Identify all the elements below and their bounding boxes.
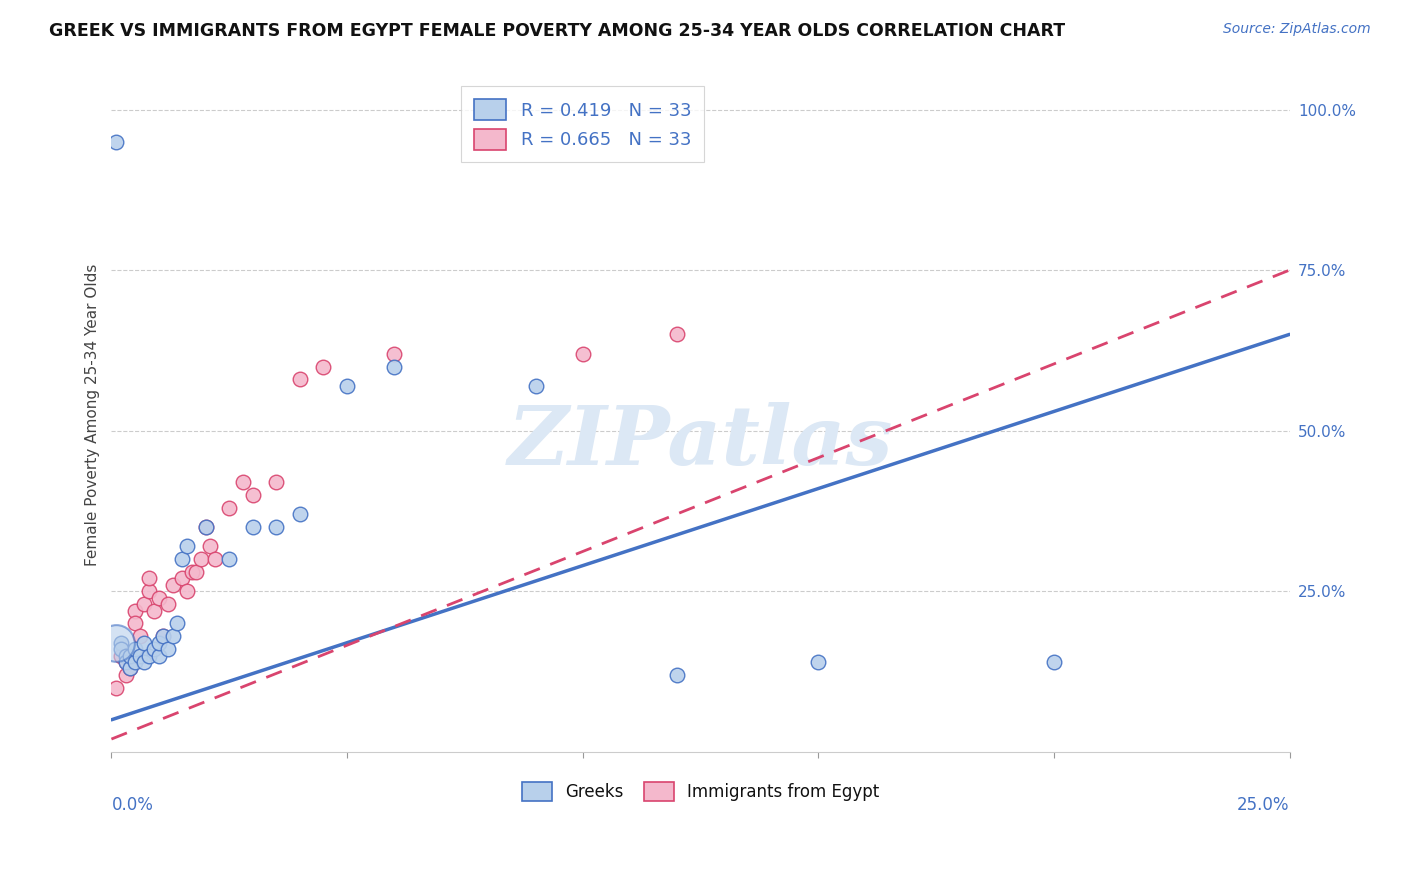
Point (218, 500, 240, 515)
Point (110, 636, 132, 650)
Point (665, 327, 688, 342)
Point (105, 636, 128, 650)
Point (190, 552, 212, 566)
Point (382, 346, 405, 360)
Point (148, 636, 170, 650)
Point (204, 552, 226, 566)
Point (134, 597, 156, 611)
Point (148, 591, 170, 605)
Point (142, 604, 165, 618)
Text: 25.0%: 25.0% (1237, 796, 1289, 814)
Point (166, 616, 188, 631)
Point (128, 629, 150, 643)
Point (162, 629, 184, 643)
Point (134, 655, 156, 669)
Text: GREEK VS IMMIGRANTS FROM EGYPT FEMALE POVERTY AMONG 25-34 YEAR OLDS CORRELATION : GREEK VS IMMIGRANTS FROM EGYPT FEMALE PO… (49, 22, 1066, 40)
Point (124, 655, 146, 669)
Point (152, 629, 174, 643)
Point (571, 346, 593, 360)
Point (114, 648, 136, 663)
Point (1043, 655, 1066, 669)
Point (200, 540, 222, 554)
Point (152, 629, 174, 643)
Point (124, 604, 146, 618)
Point (194, 520, 217, 534)
Point (194, 520, 217, 534)
Point (114, 655, 136, 669)
Point (180, 565, 202, 579)
Point (138, 572, 160, 586)
Point (105, 135, 128, 149)
Point (312, 359, 335, 374)
Point (665, 668, 688, 682)
Point (288, 372, 311, 386)
Point (288, 508, 311, 522)
Point (114, 668, 136, 682)
Point (110, 642, 132, 657)
Point (807, 655, 830, 669)
Point (242, 520, 264, 534)
Point (138, 584, 160, 599)
Point (105, 681, 128, 695)
Point (218, 552, 240, 566)
Point (124, 616, 146, 631)
Point (524, 378, 547, 392)
Point (120, 661, 142, 675)
Point (138, 648, 160, 663)
Point (156, 597, 179, 611)
Point (124, 642, 146, 657)
Point (232, 475, 254, 489)
Point (336, 378, 359, 392)
Point (148, 648, 170, 663)
Text: 0.0%: 0.0% (111, 796, 153, 814)
Point (172, 552, 194, 566)
Point (162, 578, 184, 592)
Point (382, 359, 405, 374)
Text: ZIPatlas: ZIPatlas (508, 401, 893, 482)
Y-axis label: Female Poverty Among 25-34 Year Olds: Female Poverty Among 25-34 Year Olds (86, 263, 100, 566)
Point (156, 642, 179, 657)
Point (172, 572, 194, 586)
Point (176, 540, 198, 554)
Point (186, 565, 208, 579)
Point (242, 488, 264, 502)
Text: Source: ZipAtlas.com: Source: ZipAtlas.com (1223, 22, 1371, 37)
Point (134, 636, 156, 650)
Point (120, 661, 142, 675)
Point (110, 648, 132, 663)
Point (176, 584, 198, 599)
Point (266, 475, 288, 489)
Point (120, 648, 142, 663)
Point (142, 642, 165, 657)
Legend: Greeks, Immigrants from Egypt: Greeks, Immigrants from Egypt (515, 775, 886, 807)
Point (266, 520, 288, 534)
Point (114, 655, 136, 669)
Point (128, 648, 150, 663)
